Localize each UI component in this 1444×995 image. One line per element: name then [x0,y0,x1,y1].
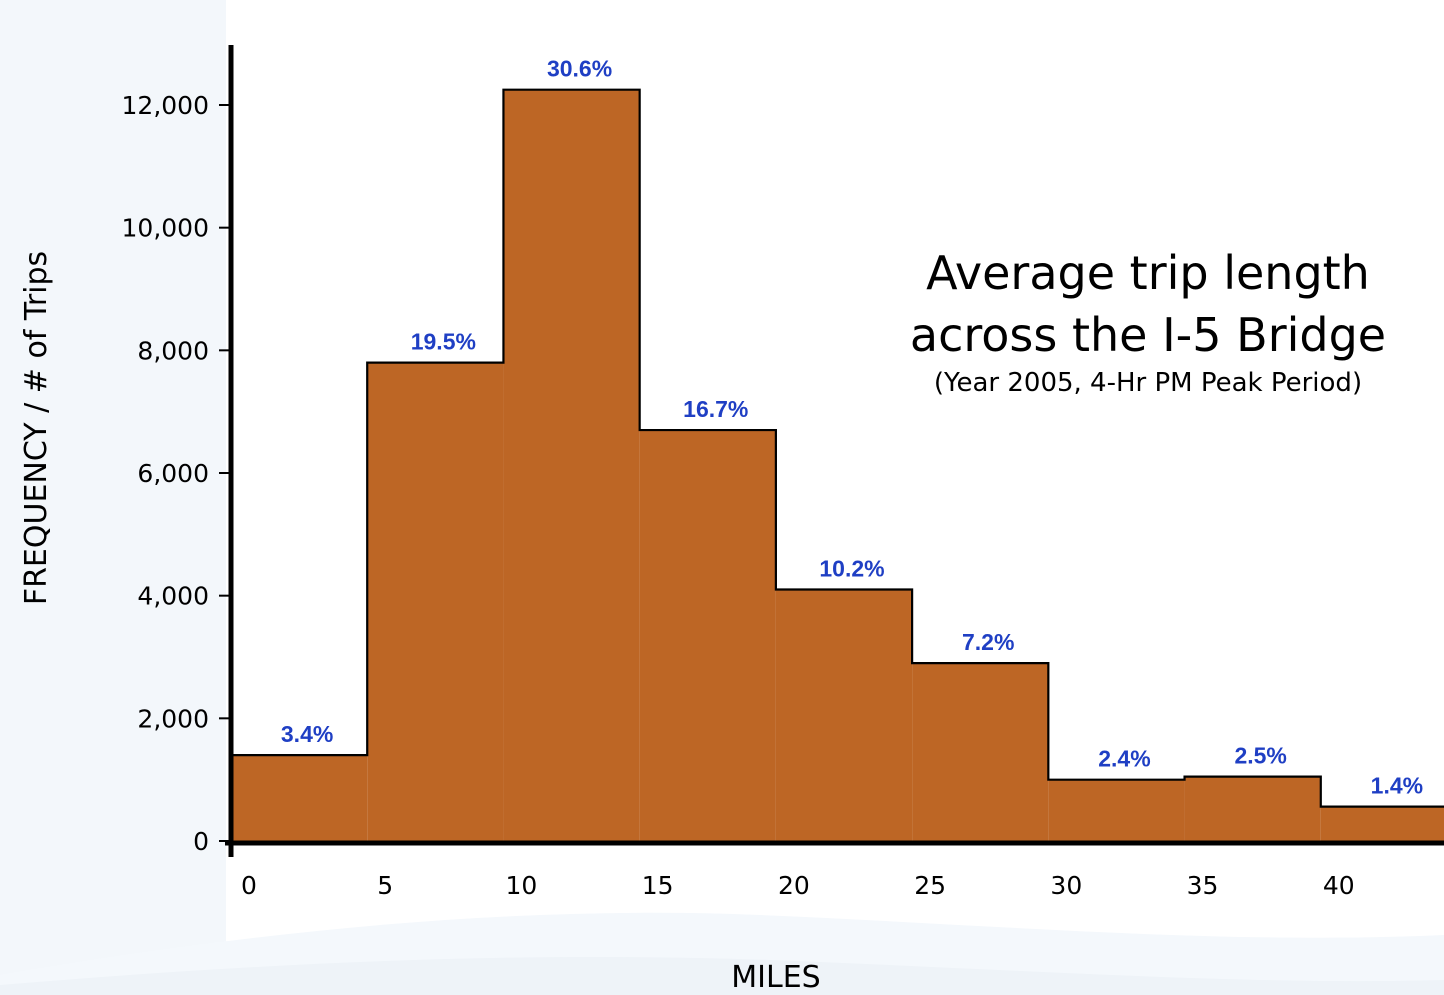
y-tick-label: 10,000 [122,214,209,243]
histogram-bar [231,755,368,841]
y-axis-title: FREQUENCY / # of Trips [19,251,54,605]
y-tick-label: 6,000 [137,459,209,488]
y-tick-label: 2,000 [137,704,209,733]
histogram-bar [639,430,776,841]
x-tick-label: 0 [241,871,257,900]
bar-percent-label: 7.2% [962,629,1014,655]
x-tick-label: 40 [1323,871,1355,900]
histogram-bar [1048,779,1185,841]
x-tick-label: 10 [506,871,538,900]
y-tick-label: 8,000 [137,336,209,365]
chart-annotation: Average trip length across the I-5 Bridg… [860,242,1436,400]
histogram-bar [775,589,913,841]
x-tick-label: 30 [1050,871,1082,900]
bar-percent-label: 19.5% [411,329,476,355]
bar-percent-label: 30.6% [547,56,612,82]
bar-percent-label: 1.4% [1371,773,1423,799]
histogram-bar [503,89,640,841]
histogram-bar [1184,776,1321,841]
axes-layer: 0 2,000 4,000 6,000 8,000 10,000 12,000 0 5 10 15 2… [122,45,1444,900]
x-axis-title: MILES [731,960,820,995]
bar-percent-label: 2.4% [1098,746,1150,772]
x-tick-label: 5 [377,871,393,900]
labels-layer: 3.4% 19.5% 30.6% 16.7% 10.2% 7.2% 2.4% 2.5% 1.4% [281,56,1423,799]
x-tick-label: 20 [778,871,810,900]
bars-layer [229,88,1444,841]
x-tick-label: 35 [1187,871,1219,900]
annotation-line-3: (Year 2005, 4-Hr PM Peak Period) [933,368,1363,398]
x-tick-label: 25 [914,871,946,900]
histogram-bar [912,663,1049,841]
histogram-bar [1320,806,1444,841]
bar-percent-label: 16.7% [683,396,748,422]
y-tick-label: 4,000 [137,582,209,611]
y-tick-label: 12,000 [122,91,209,120]
y-tick-label: 0 [193,827,209,856]
bar-percent-label: 10.2% [819,556,884,582]
x-tick-label: 15 [642,871,674,900]
bar-percent-label: 3.4% [281,721,333,747]
histogram-outline [229,88,1444,841]
histogram-bar [367,362,504,841]
bar-percent-label: 2.5% [1234,743,1286,769]
annotation-line-1: Average trip length [926,246,1370,300]
annotation-line-2: across the I-5 Bridge [909,308,1387,362]
